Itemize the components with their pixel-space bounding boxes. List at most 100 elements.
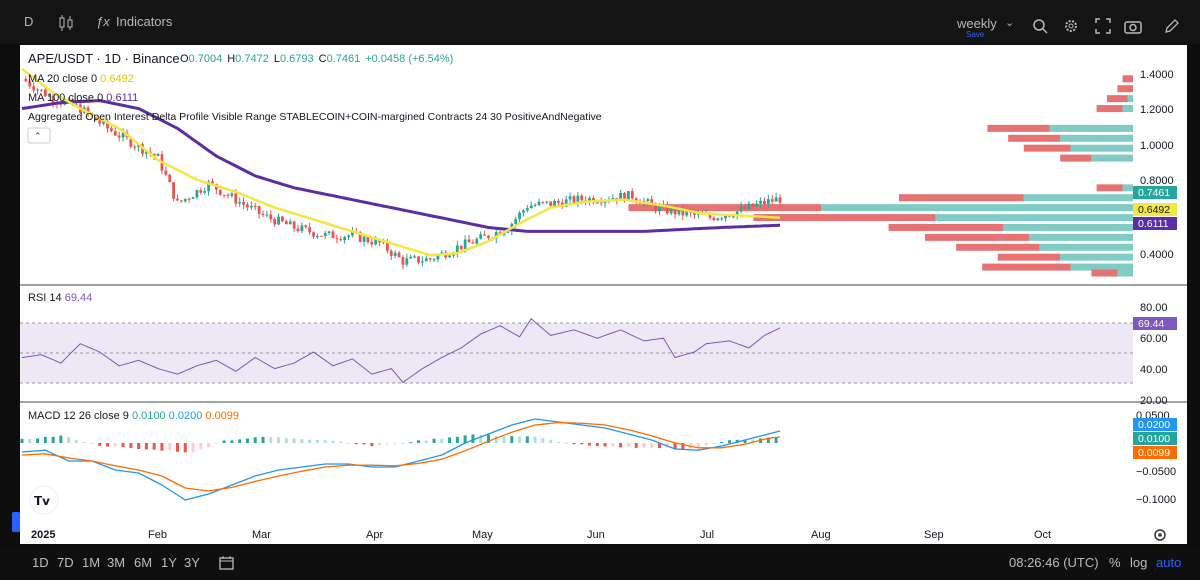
- macd-histogram-bar: [175, 443, 179, 452]
- candle-body: [650, 199, 654, 205]
- candle-body: [448, 255, 451, 258]
- candle-body: [467, 239, 471, 243]
- oi-profile-negative-bar: [1008, 134, 1061, 142]
- pencil-icon[interactable]: [1164, 18, 1180, 34]
- range-button-1d[interactable]: 1D: [32, 555, 49, 570]
- range-button-6m[interactable]: 6M: [134, 555, 153, 570]
- macd-histogram-bar: [354, 443, 358, 445]
- candle-body: [269, 214, 273, 220]
- ma100-legend[interactable]: MA 100 close 0 0.6111: [28, 92, 138, 104]
- percent-toggle[interactable]: %: [1109, 555, 1121, 570]
- macd-histogram-bar: [137, 443, 141, 450]
- oi-profile-negative-bar: [925, 233, 1029, 241]
- oi-legend[interactable]: Aggregated Open Interest Delta Profile V…: [28, 111, 602, 123]
- collapse-handle[interactable]: [12, 512, 20, 532]
- macd-histogram-bar: [214, 443, 218, 444]
- axis-settings-icon[interactable]: [1154, 529, 1166, 541]
- oi-profile-positive-bar: [1117, 269, 1133, 277]
- macd-histogram-bar: [378, 443, 382, 446]
- macd-histogram-bar: [308, 439, 312, 443]
- macd-legend[interactable]: MACD 12 26 close 9 0.0100 0.0200 0.0099: [28, 410, 239, 422]
- chevron-down-icon[interactable]: ⌄: [1005, 17, 1015, 29]
- candle-body: [296, 228, 300, 232]
- auto-toggle[interactable]: auto: [1156, 555, 1182, 570]
- interval-select[interactable]: weekly: [957, 16, 997, 31]
- candle-body: [428, 258, 432, 260]
- log-toggle[interactable]: log: [1130, 555, 1148, 570]
- indicators-button[interactable]: Indicators: [116, 14, 173, 29]
- candle-body: [102, 121, 106, 124]
- macd-histogram-bar: [292, 438, 296, 443]
- candle-body: [172, 182, 175, 199]
- macd-histogram-bar: [650, 443, 654, 448]
- save-button[interactable]: Save: [966, 30, 985, 39]
- tradingview-logo[interactable]: [29, 485, 59, 515]
- chart-svg[interactable]: APE/USDT · 1D · Binance O0.7004 H0.7472 L0…: [20, 45, 1187, 544]
- macd-histogram-bar: [479, 434, 483, 443]
- ma20-legend[interactable]: MA 20 close 0 0.6492: [28, 73, 134, 85]
- rsi-badge: [1133, 317, 1177, 330]
- macd-histogram-bar: [681, 443, 685, 450]
- time-axis-label: Apr: [366, 529, 383, 541]
- candle-body: [98, 120, 102, 124]
- macd-histogram-bar: [284, 438, 288, 443]
- candle-body: [191, 197, 195, 199]
- candle-body: [677, 208, 681, 215]
- candle-body: [43, 89, 47, 97]
- macd-histogram-bar: [448, 437, 452, 443]
- range-button-1m[interactable]: 1M: [82, 555, 101, 570]
- candle-body: [401, 257, 405, 265]
- candle-body: [405, 258, 409, 265]
- candle-body: [121, 132, 125, 138]
- chevron-up-icon[interactable]: ⌃: [34, 131, 42, 141]
- macd-histogram-bar: [751, 439, 755, 443]
- fullscreen-icon[interactable]: [1095, 18, 1111, 34]
- candle-body: [724, 215, 727, 219]
- macd-histogram-bar: [541, 438, 545, 443]
- candle-body: [553, 200, 556, 206]
- macd-histogram-bar: [743, 439, 747, 443]
- oi-profile: [628, 75, 1133, 277]
- macd-line-badge: [1133, 418, 1177, 431]
- rsi-band: [20, 323, 1133, 383]
- range-button-1y[interactable]: 1Y: [161, 555, 177, 570]
- left-strip: [0, 44, 20, 546]
- macd-histogram-bar: [611, 443, 615, 447]
- symbol-letter[interactable]: D: [24, 14, 34, 29]
- collapse-legend-button[interactable]: [27, 127, 51, 144]
- candle-body: [455, 245, 459, 254]
- camera-icon[interactable]: [1124, 18, 1142, 34]
- candle-body: [168, 174, 172, 183]
- candle-body: [183, 198, 187, 202]
- macd-histogram-bar: [416, 440, 420, 443]
- candle-body: [238, 201, 242, 204]
- candle-body: [529, 205, 533, 209]
- candle-type-icon[interactable]: [58, 15, 74, 31]
- calendar-icon[interactable]: [219, 555, 234, 570]
- candle-body: [747, 203, 751, 209]
- macd-histogram-bar: [510, 436, 514, 443]
- candle-body: [319, 235, 323, 237]
- macd-histogram-bar: [245, 438, 249, 443]
- time-axis-label: Oct: [1034, 529, 1051, 541]
- candle-body: [475, 238, 479, 244]
- chart-panel[interactable]: APE/USDT · 1D · Binance O0.7004 H0.7472 L0…: [20, 45, 1187, 544]
- candle-body: [249, 205, 253, 208]
- candle-body: [203, 191, 207, 193]
- candle-body: [164, 170, 168, 175]
- clock-readout[interactable]: 08:26:46 (UTC): [1009, 555, 1099, 570]
- range-button-3m[interactable]: 3M: [107, 555, 126, 570]
- candle-body: [572, 196, 576, 203]
- rsi-legend[interactable]: RSI 14 69.44: [28, 292, 92, 304]
- macd-histogram-bar: [315, 440, 319, 443]
- gear-icon[interactable]: [1063, 18, 1079, 34]
- candle-body: [463, 239, 467, 250]
- range-button-3y[interactable]: 3Y: [184, 555, 200, 570]
- candle-body: [339, 239, 343, 241]
- range-button-7d[interactable]: 7D: [57, 555, 74, 570]
- candle-body: [479, 234, 483, 239]
- candle-body: [207, 181, 210, 192]
- magnifier-icon[interactable]: [1032, 18, 1048, 34]
- rsi-axis-tick: 20.00: [1140, 395, 1168, 407]
- macd-histogram-bar: [588, 443, 592, 446]
